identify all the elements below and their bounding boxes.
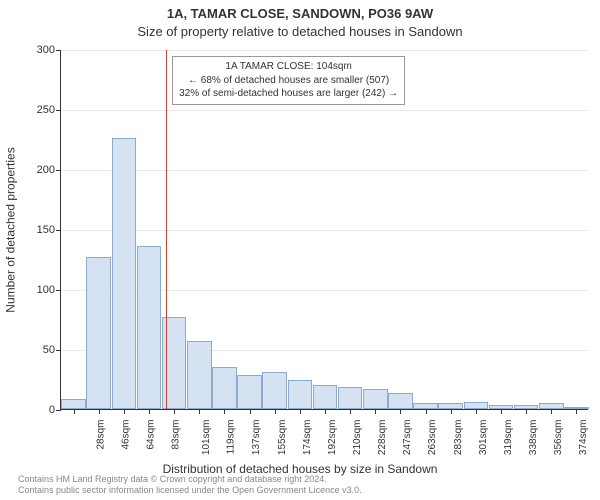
y-tick-mark: [56, 170, 61, 171]
x-tick-label: 174sqm: [302, 420, 313, 456]
annotation-line-3: 32% of semi-detached houses are larger (…: [179, 87, 398, 101]
x-tick-label: 338sqm: [528, 420, 539, 456]
y-tick-mark: [56, 50, 61, 51]
x-tick-label: 101sqm: [201, 420, 212, 456]
x-tick-mark: [275, 409, 276, 414]
histogram-bar: [187, 341, 212, 409]
x-tick-mark: [551, 409, 552, 414]
annotation-box: 1A TAMAR CLOSE: 104sqm ← 68% of detached…: [172, 56, 405, 105]
x-tick-mark: [199, 409, 200, 414]
gridline: [61, 50, 588, 51]
x-tick-label: 155sqm: [277, 420, 288, 456]
x-tick-mark: [426, 409, 427, 414]
page-title: 1A, TAMAR CLOSE, SANDOWN, PO36 9AW: [0, 6, 600, 21]
histogram-bar: [388, 393, 413, 409]
x-tick-label: 28sqm: [95, 420, 106, 450]
x-tick-label: 119sqm: [226, 420, 237, 455]
histogram-bar: [212, 367, 237, 409]
x-tick-mark: [149, 409, 150, 414]
histogram-bar: [112, 138, 137, 409]
x-tick-label: 83sqm: [171, 420, 182, 450]
x-tick-label: 283sqm: [453, 420, 464, 456]
y-tick-label: 50: [25, 344, 55, 356]
histogram-bar: [61, 399, 86, 409]
y-tick-mark: [56, 230, 61, 231]
annotation-line-1: 1A TAMAR CLOSE: 104sqm: [179, 60, 398, 74]
gridline: [61, 110, 588, 111]
y-tick-label: 300: [25, 44, 55, 56]
histogram-bar: [262, 372, 287, 409]
page-subtitle: Size of property relative to detached ho…: [0, 24, 600, 39]
x-tick-label: 374sqm: [578, 420, 589, 456]
chart-plot-area: 05010015020025030028sqm46sqm64sqm83sqm10…: [60, 50, 588, 410]
x-tick-label: 64sqm: [145, 420, 156, 450]
histogram-bar: [86, 257, 111, 409]
footer: Contains HM Land Registry data © Crown c…: [18, 474, 362, 497]
histogram-bar: [137, 246, 162, 409]
x-tick-label: 301sqm: [478, 420, 489, 456]
histogram-bar: [363, 389, 388, 409]
y-tick-mark: [56, 350, 61, 351]
histogram-bar: [288, 380, 313, 409]
y-tick-label: 250: [25, 104, 55, 116]
x-tick-mark: [99, 409, 100, 414]
x-tick-label: 46sqm: [120, 420, 131, 450]
x-tick-mark: [375, 409, 376, 414]
x-tick-mark: [124, 409, 125, 414]
histogram-bar: [338, 387, 363, 409]
x-tick-mark: [224, 409, 225, 414]
x-tick-mark: [250, 409, 251, 414]
x-tick-label: 263sqm: [428, 420, 439, 456]
x-tick-mark: [300, 409, 301, 414]
x-tick-mark: [350, 409, 351, 414]
y-tick-mark: [56, 110, 61, 111]
y-tick-label: 100: [25, 284, 55, 296]
x-tick-label: 192sqm: [327, 420, 338, 456]
x-tick-mark: [501, 409, 502, 414]
x-tick-mark: [400, 409, 401, 414]
y-axis-label-container: Number of detached properties: [2, 50, 20, 410]
histogram-bar: [237, 375, 262, 409]
histogram-bar: [464, 402, 489, 409]
x-tick-label: 247sqm: [402, 420, 413, 456]
x-tick-mark: [451, 409, 452, 414]
y-tick-label: 150: [25, 224, 55, 236]
histogram-bar: [313, 385, 338, 409]
y-tick-label: 200: [25, 164, 55, 176]
x-tick-mark: [74, 409, 75, 414]
footer-line-2: Contains public sector information licen…: [18, 485, 362, 496]
y-axis-label: Number of detached properties: [4, 147, 18, 312]
y-tick-mark: [56, 290, 61, 291]
y-tick-mark: [56, 410, 61, 411]
annotation-line-2: ← 68% of detached houses are smaller (50…: [179, 74, 398, 88]
x-tick-label: 137sqm: [252, 420, 263, 456]
y-tick-label: 0: [25, 404, 55, 416]
gridline: [61, 230, 588, 231]
x-tick-label: 319sqm: [503, 420, 514, 456]
x-tick-mark: [526, 409, 527, 414]
x-tick-label: 228sqm: [377, 420, 388, 456]
x-tick-label: 210sqm: [352, 420, 363, 456]
x-tick-mark: [476, 409, 477, 414]
x-tick-label: 356sqm: [553, 420, 564, 456]
reference-line: [166, 50, 167, 409]
gridline: [61, 170, 588, 171]
x-tick-mark: [325, 409, 326, 414]
x-tick-mark: [174, 409, 175, 414]
x-tick-mark: [576, 409, 577, 414]
footer-line-1: Contains HM Land Registry data © Crown c…: [18, 474, 362, 485]
